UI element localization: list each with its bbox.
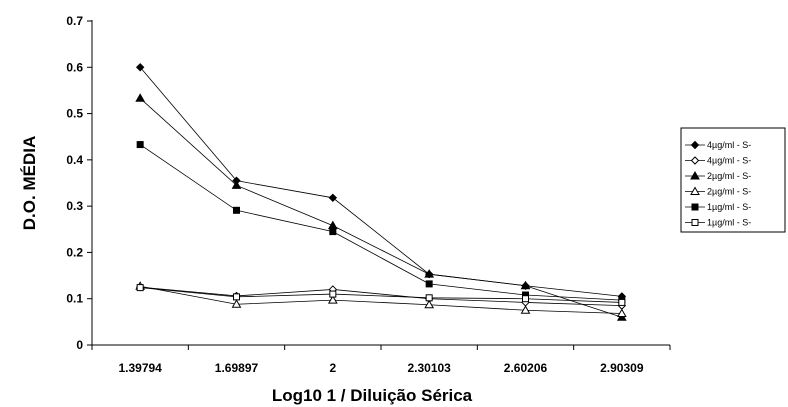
legend-marker [690, 170, 700, 180]
series-6 [136, 284, 626, 306]
y-tick-label: 0.4 [66, 153, 83, 167]
x-tick-label: 2.60206 [504, 361, 548, 375]
data-point [233, 293, 240, 301]
x-tick-label: 2 [329, 361, 336, 375]
legend-item: 2µg/ml - S- [685, 170, 751, 181]
legend-marker [690, 186, 700, 195]
legend-label: 4µg/ml - S- [707, 140, 751, 150]
y-tick-label: 0.1 [66, 292, 83, 306]
series-line [140, 285, 622, 314]
y-tick-label: 0.7 [66, 14, 83, 28]
data-point [329, 290, 337, 298]
legend-label: 2µg/ml - S- [707, 171, 751, 181]
data-point [425, 294, 433, 302]
legend-item: 4µg/ml - S- [685, 156, 751, 166]
data-point [425, 280, 433, 288]
y-axis-title: D.O. MÉDIA [20, 136, 39, 230]
data-point [329, 228, 337, 236]
legend: 4µg/ml - S- 4µg/ml - S- 2µg/ml - S- 2µg/ml … [680, 127, 786, 233]
data-point [231, 299, 242, 308]
series-line [139, 98, 622, 318]
x-tick-label: 1.69897 [215, 361, 259, 375]
data-point [616, 308, 627, 318]
legend-item: 1µg/ml - S- [685, 202, 751, 212]
series-5 [136, 141, 626, 304]
y-axis: 0 0.1 0.2 0.3 0.4 0.5 0.6 0.7 [66, 14, 93, 352]
legend-label: 1µg/ml - S- [707, 202, 751, 212]
data-point [135, 63, 145, 72]
legend-marker [691, 203, 699, 211]
y-tick-label: 0.5 [66, 107, 83, 121]
y-tick-label: 0.6 [66, 60, 83, 74]
data-point [522, 295, 529, 303]
x-axis-title: Log10 1 / Diluição Sérica [272, 386, 473, 405]
legend-item: 4µg/ml - S- [685, 140, 751, 150]
data-point [520, 280, 531, 290]
data-point [328, 193, 338, 203]
y-tick-label: 0.3 [66, 199, 83, 213]
legend-item: 2µg/ml - S- [685, 186, 751, 197]
data-point [135, 93, 146, 102]
data-point [327, 295, 338, 304]
series-line [139, 67, 622, 297]
series-1 [135, 63, 627, 301]
data-point [424, 299, 435, 309]
series-line [139, 144, 622, 301]
legend-marker [690, 156, 700, 165]
y-tick-label: 0 [76, 338, 83, 352]
data-point [136, 284, 144, 292]
legend-label: 4µg/ml - S- [707, 156, 751, 166]
data-point [424, 269, 435, 278]
x-tick-label: 2.90309 [600, 361, 644, 375]
data-point [618, 298, 626, 306]
legend-label: 2µg/ml - S- [707, 187, 751, 197]
data-point [520, 305, 531, 314]
legend-marker [691, 219, 699, 226]
legend-marker [690, 140, 700, 150]
data-point [233, 206, 240, 214]
series-group [135, 63, 627, 321]
legend-item: 1µg/ml - S- [685, 218, 751, 228]
series-3 [135, 93, 627, 321]
legend-label: 1µg/ml - S- [707, 218, 751, 228]
data-point [136, 141, 144, 149]
x-axis: 1.39794 1.69897 2 2.30103 2.60206 2.90309 [91, 344, 671, 375]
series-line [140, 286, 622, 307]
y-tick-label: 0.2 [66, 245, 83, 259]
data-point [327, 220, 338, 230]
data-point [231, 180, 242, 189]
x-tick-label: 1.39794 [118, 361, 162, 375]
x-tick-label: 2.30103 [407, 361, 451, 375]
series-line [140, 287, 622, 303]
